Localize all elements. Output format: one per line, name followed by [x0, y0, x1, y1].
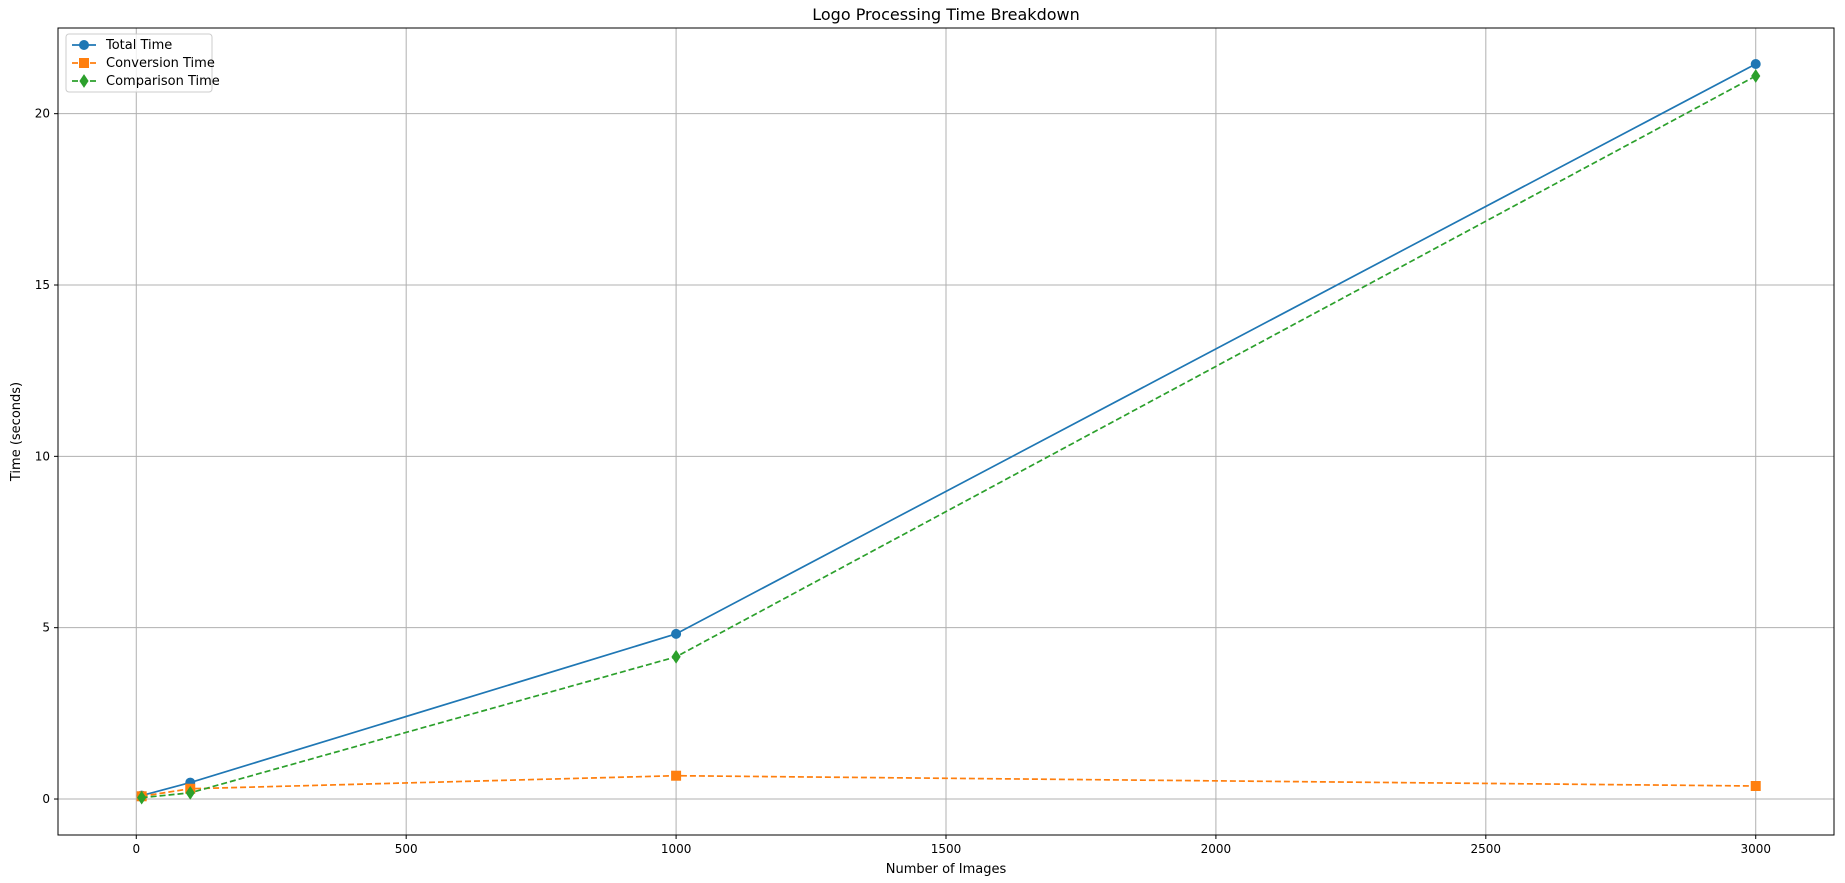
legend-item: Conversion Time [72, 56, 215, 71]
x-tick-label: 1000 [661, 842, 692, 856]
data-point-marker [185, 785, 195, 800]
legend-item: Total Time [72, 38, 172, 53]
data-point-marker [671, 649, 681, 664]
legend: Total Time Conversion Time Comparison Time [65, 33, 220, 93]
x-tick-label: 3000 [1740, 842, 1771, 856]
x-tick-label: 1500 [931, 842, 962, 856]
legend-label: Comparison Time [106, 74, 220, 89]
series-comparison-time [137, 69, 1761, 805]
y-tick-label: 0 [42, 792, 50, 806]
legend-marker [79, 58, 89, 68]
chart-title: Logo Processing Time Breakdown [812, 5, 1080, 24]
legend-item: Comparison Time [72, 74, 220, 89]
data-point-marker [1751, 69, 1761, 83]
series-line [141, 774, 1756, 798]
grid [58, 28, 1834, 835]
y-tick-label: 5 [42, 621, 50, 635]
legend-marker [79, 40, 89, 50]
series-line [141, 75, 1757, 799]
series-layer [136, 58, 1761, 805]
series-line [141, 63, 1757, 797]
legend-box [65, 33, 213, 93]
data-point-marker [137, 790, 147, 805]
legend-label: Total Time [105, 38, 172, 53]
axis-ticks: 0 500 1000 1500 2000 2500 3000 0 5 10 15 20 [35, 107, 1771, 856]
series-total-time [136, 58, 1761, 801]
y-axis-label: Time (seconds) [9, 382, 24, 482]
x-tick-label: 2500 [1471, 842, 1502, 856]
x-tick-label: 0 [132, 842, 140, 856]
legend-marker [79, 74, 89, 88]
data-point-marker [1750, 58, 1761, 69]
data-point-marker [671, 628, 682, 639]
legend-label: Conversion Time [106, 56, 215, 71]
y-tick-label: 20 [35, 107, 50, 121]
y-tick-label: 15 [35, 278, 50, 292]
data-point-marker [1750, 780, 1761, 791]
series-conversion-time [136, 770, 1761, 802]
data-point-marker [671, 770, 682, 781]
y-tick-label: 10 [35, 449, 50, 463]
x-tick-label: 2000 [1201, 842, 1232, 856]
x-axis-label: Number of Images [886, 862, 1007, 877]
x-tick-label: 500 [395, 842, 418, 856]
